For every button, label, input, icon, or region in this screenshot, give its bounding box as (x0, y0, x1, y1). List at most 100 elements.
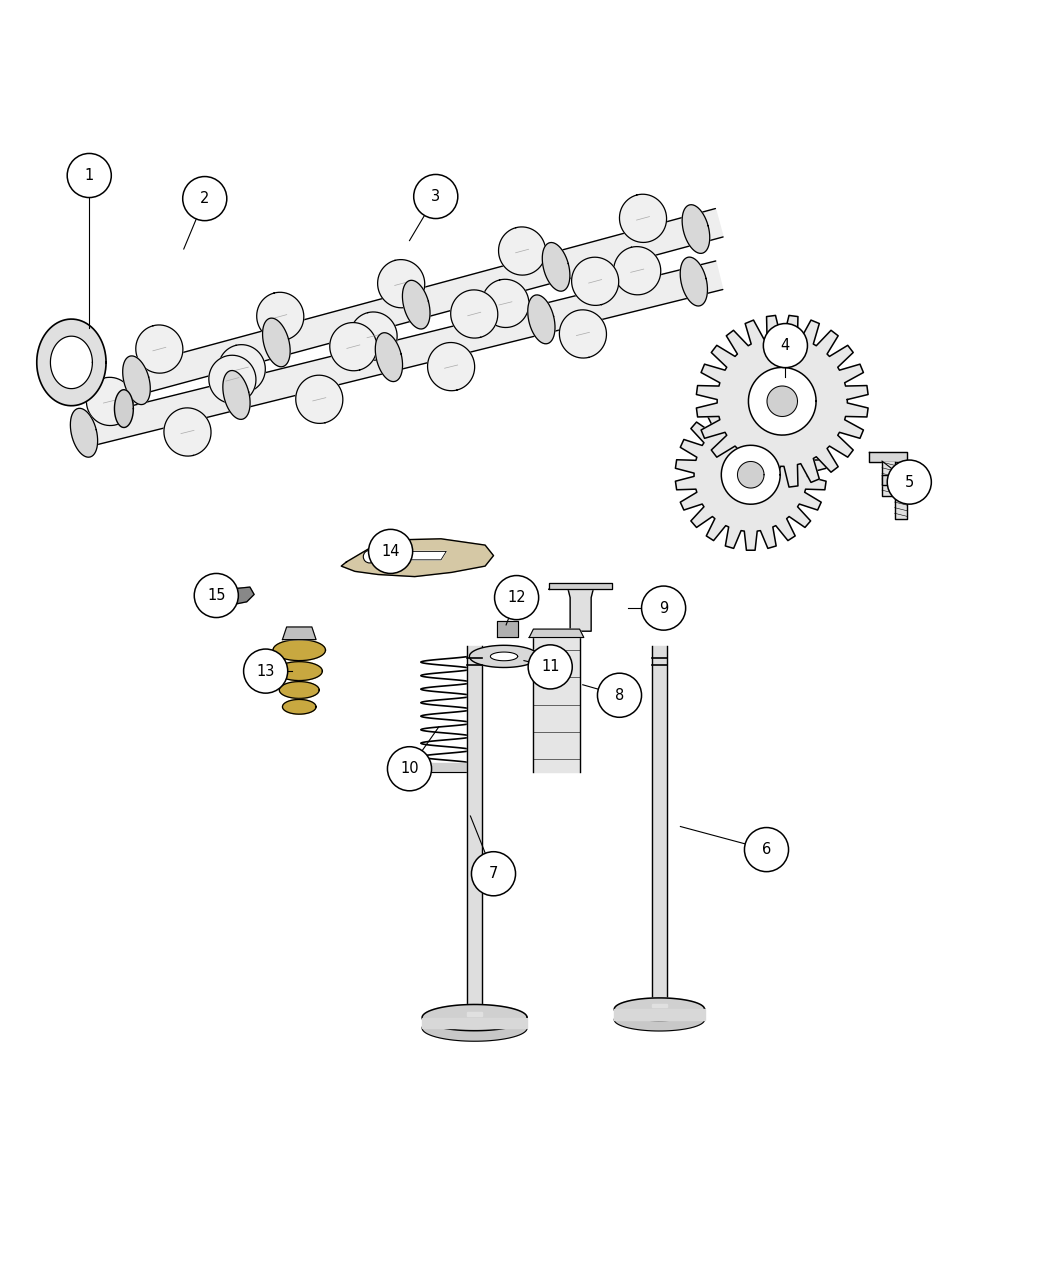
Circle shape (67, 153, 111, 198)
Polygon shape (282, 700, 316, 714)
Text: 15: 15 (207, 588, 226, 603)
Polygon shape (226, 586, 254, 604)
Polygon shape (614, 1009, 705, 1031)
Polygon shape (135, 325, 183, 374)
Polygon shape (273, 640, 326, 660)
Polygon shape (164, 408, 211, 456)
Polygon shape (614, 998, 705, 1020)
Polygon shape (528, 295, 555, 344)
Circle shape (887, 460, 931, 504)
Polygon shape (114, 390, 133, 427)
Polygon shape (620, 194, 667, 242)
Text: 14: 14 (381, 544, 400, 558)
Circle shape (183, 176, 227, 221)
Polygon shape (895, 486, 907, 519)
Polygon shape (533, 638, 580, 771)
Polygon shape (549, 583, 612, 589)
Text: 8: 8 (615, 687, 624, 703)
Polygon shape (652, 1003, 667, 1007)
Polygon shape (70, 408, 98, 458)
Text: 2: 2 (201, 191, 209, 207)
Polygon shape (350, 312, 397, 360)
Circle shape (495, 575, 539, 620)
Polygon shape (882, 474, 920, 486)
Polygon shape (571, 258, 618, 306)
Polygon shape (737, 462, 764, 488)
Circle shape (763, 324, 807, 367)
Polygon shape (132, 209, 723, 394)
Polygon shape (256, 292, 303, 340)
Polygon shape (416, 764, 477, 771)
Polygon shape (81, 261, 722, 448)
Text: 6: 6 (762, 842, 771, 857)
Polygon shape (497, 621, 518, 638)
Text: 4: 4 (781, 338, 790, 353)
Polygon shape (680, 258, 708, 306)
Circle shape (642, 586, 686, 630)
Polygon shape (490, 652, 518, 660)
Text: 13: 13 (256, 663, 275, 678)
Polygon shape (282, 627, 316, 640)
Polygon shape (37, 319, 106, 405)
Polygon shape (378, 260, 425, 307)
Polygon shape (652, 646, 667, 1007)
Text: 9: 9 (659, 601, 668, 616)
Polygon shape (614, 1010, 705, 1020)
Circle shape (744, 827, 789, 872)
Polygon shape (450, 289, 498, 338)
Polygon shape (209, 356, 256, 403)
Polygon shape (467, 1012, 482, 1015)
Polygon shape (482, 279, 529, 328)
Polygon shape (422, 1017, 527, 1028)
Circle shape (414, 175, 458, 218)
Polygon shape (721, 445, 780, 504)
Polygon shape (394, 551, 446, 560)
Text: 12: 12 (507, 590, 526, 606)
Polygon shape (330, 323, 377, 371)
Polygon shape (422, 1005, 527, 1030)
Polygon shape (279, 682, 319, 699)
Text: 5: 5 (905, 474, 914, 490)
Polygon shape (296, 375, 343, 423)
Text: 11: 11 (541, 659, 560, 674)
Polygon shape (341, 539, 494, 576)
Circle shape (194, 574, 238, 617)
Polygon shape (262, 317, 290, 367)
Polygon shape (696, 315, 868, 487)
Polygon shape (86, 377, 133, 426)
Circle shape (528, 645, 572, 688)
Polygon shape (869, 451, 907, 462)
Polygon shape (422, 1015, 527, 1042)
Polygon shape (375, 333, 402, 381)
Polygon shape (682, 205, 710, 254)
Polygon shape (549, 589, 612, 631)
Circle shape (369, 529, 413, 574)
Circle shape (244, 649, 288, 694)
Polygon shape (749, 367, 816, 435)
Polygon shape (402, 280, 430, 329)
Polygon shape (613, 246, 660, 295)
Circle shape (471, 852, 516, 896)
Polygon shape (467, 646, 482, 1015)
Polygon shape (542, 242, 570, 291)
Polygon shape (218, 344, 266, 393)
Circle shape (387, 747, 432, 790)
Polygon shape (469, 645, 539, 668)
Polygon shape (276, 662, 322, 681)
Circle shape (363, 551, 376, 564)
Text: 1: 1 (85, 168, 93, 184)
Polygon shape (529, 629, 584, 638)
Text: 3: 3 (432, 189, 440, 204)
Text: 7: 7 (489, 866, 498, 881)
Text: 10: 10 (400, 761, 419, 776)
Polygon shape (675, 399, 826, 551)
Polygon shape (223, 371, 250, 419)
Polygon shape (123, 356, 150, 404)
Polygon shape (768, 386, 798, 417)
Polygon shape (427, 343, 475, 390)
Polygon shape (499, 227, 546, 275)
Polygon shape (560, 310, 607, 358)
Polygon shape (50, 337, 92, 389)
Circle shape (597, 673, 642, 718)
Polygon shape (882, 462, 895, 496)
